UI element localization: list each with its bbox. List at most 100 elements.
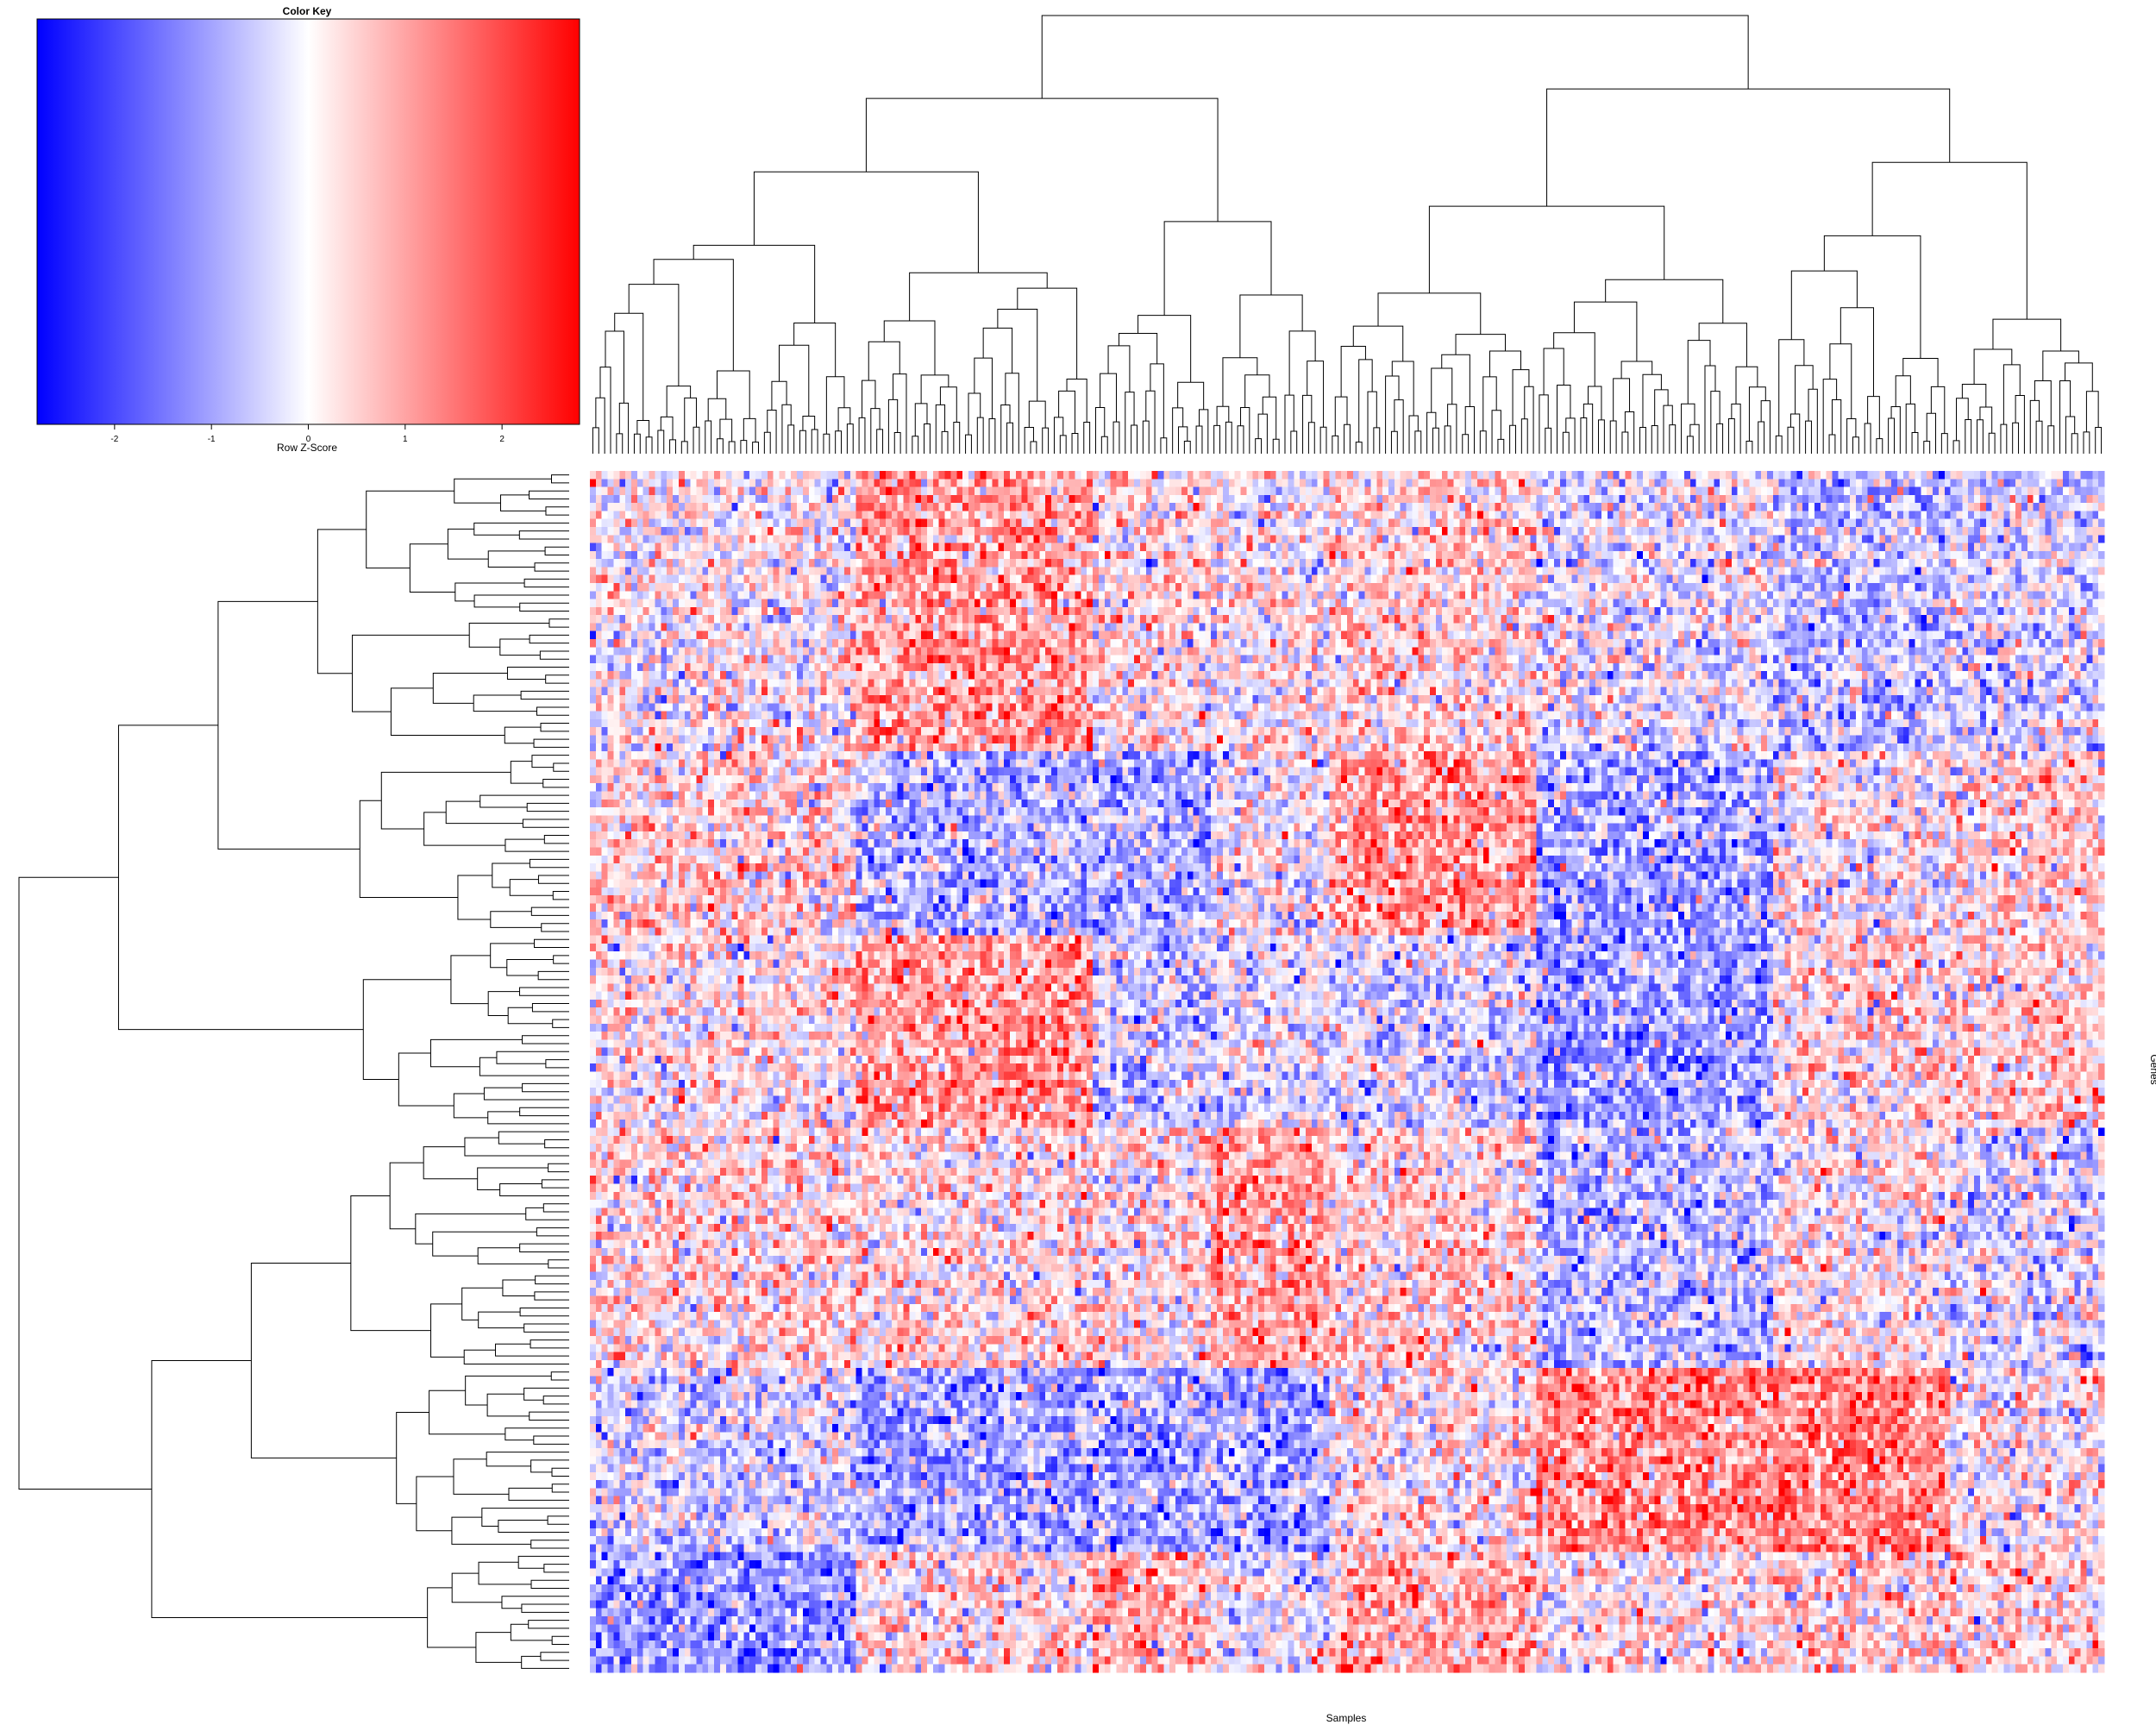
heatmap-cell: [898, 527, 904, 536]
heatmap-cell: [1016, 551, 1022, 560]
heatmap-cell: [1122, 495, 1128, 504]
heatmap-cell: [2003, 511, 2009, 519]
heatmap-cell: [945, 471, 951, 480]
heatmap-cell: [904, 511, 910, 519]
heatmap-cell: [1525, 519, 1531, 528]
heatmap-cell: [2051, 511, 2057, 519]
dendrogram-branch: [654, 260, 733, 371]
heatmap-cell: [1578, 511, 1584, 519]
heatmap-cell: [1773, 535, 1779, 543]
heatmap-cell: [1796, 527, 1802, 536]
heatmap-cell: [1312, 503, 1318, 511]
heatmap-cell: [1489, 495, 1495, 504]
heatmap-cell: [1282, 487, 1288, 496]
heatmap-cell: [780, 519, 786, 528]
heatmap-cell: [850, 543, 856, 552]
heatmap-cell: [1294, 535, 1300, 543]
heatmap-cell: [1341, 551, 1347, 560]
heatmap-cell: [619, 543, 625, 552]
heatmap-cell: [1223, 519, 1229, 528]
heatmap-cell: [1270, 479, 1276, 487]
heatmap-cell: [1276, 519, 1282, 528]
heatmap-cell: [1796, 519, 1802, 528]
heatmap-cell: [1453, 487, 1459, 496]
heatmap-cell: [815, 519, 821, 528]
dendrogram-branch: [530, 1340, 569, 1348]
heatmap-cell: [685, 471, 691, 480]
heatmap-cell: [815, 503, 821, 511]
heatmap-cell: [2003, 535, 2009, 543]
heatmap-cell: [1459, 495, 1465, 504]
heatmap-cell: [691, 495, 697, 504]
heatmap-cell: [1329, 527, 1335, 536]
dendrogram-branch: [884, 321, 935, 375]
heatmap-cell: [1430, 503, 1436, 511]
heatmap-cell: [1903, 519, 1909, 528]
heatmap-cell: [1608, 543, 1614, 552]
dendrogram-branch: [1889, 418, 1895, 454]
heatmap-cell: [904, 543, 910, 552]
heatmap-cell: [1732, 511, 1738, 519]
heatmap-cell: [1448, 551, 1454, 560]
heatmap-cell: [2028, 495, 2034, 504]
dendrogram-branch: [466, 1376, 552, 1405]
heatmap-cell: [1288, 527, 1294, 536]
heatmap-cell: [1672, 471, 1678, 480]
heatmap-cell: [1708, 503, 1714, 511]
heatmap-cell: [1779, 527, 1785, 536]
heatmap-cell: [1998, 543, 2004, 552]
heatmap-cell: [643, 503, 649, 511]
heatmap-cell: [726, 519, 732, 528]
heatmap-cell: [602, 503, 608, 511]
heatmap-cell: [1329, 535, 1335, 543]
heatmap-cell: [1945, 471, 1951, 480]
heatmap-cell: [1069, 495, 1075, 504]
heatmap-cell: [1678, 487, 1684, 496]
dendrogram-branch: [717, 371, 749, 418]
heatmap-cell: [1980, 519, 1986, 528]
heatmap-cell: [1986, 495, 1992, 504]
heatmap-cell: [1093, 551, 1099, 560]
heatmap-cell: [1637, 535, 1643, 543]
heatmap-cell: [1087, 503, 1093, 511]
heatmap-cell: [2021, 535, 2028, 543]
heatmap-cell: [673, 535, 679, 543]
dendrogram-branch: [1927, 413, 1935, 454]
heatmap-cell: [826, 535, 832, 543]
heatmap-cell: [1158, 543, 1164, 552]
heatmap-cell: [613, 511, 619, 519]
heatmap-cell: [1270, 511, 1276, 519]
heatmap-cell: [1477, 543, 1483, 552]
dendrogram-branch: [491, 944, 535, 968]
heatmap-cell: [1329, 551, 1335, 560]
heatmap-cell: [1093, 479, 1099, 487]
heatmap-cell: [1525, 495, 1531, 504]
heatmap-cell: [1566, 527, 1572, 536]
heatmap-cell: [1726, 527, 1732, 536]
heatmap-cell: [737, 511, 743, 519]
heatmap-cell: [696, 511, 702, 519]
heatmap-cell: [1016, 487, 1022, 496]
heatmap-cell: [1873, 471, 1879, 480]
heatmap-cell: [1028, 519, 1034, 528]
heatmap-cell: [702, 551, 708, 560]
heatmap-cell: [1169, 487, 1175, 496]
dendrogram-branch: [826, 377, 844, 434]
heatmap-cell: [1714, 495, 1720, 504]
heatmap-cell: [1927, 471, 1933, 480]
heatmap-cell: [1111, 551, 1117, 560]
heatmap-cell: [1749, 543, 1755, 552]
dendrogram-branch: [554, 763, 569, 771]
heatmap-cell: [1395, 479, 1401, 487]
dendrogram-branch: [1525, 386, 1533, 454]
heatmap-cell: [1329, 479, 1335, 487]
dendrogram-branch: [1113, 422, 1119, 454]
heatmap-cell: [1442, 519, 1448, 528]
heatmap-cell: [1720, 535, 1726, 543]
dendrogram-branch: [1877, 439, 1883, 454]
heatmap-cell: [1578, 487, 1584, 496]
heatmap-cell: [844, 543, 850, 552]
heatmap-cell: [1548, 479, 1554, 487]
heatmap-cell: [921, 479, 927, 487]
heatmap-cell: [1702, 479, 1708, 487]
